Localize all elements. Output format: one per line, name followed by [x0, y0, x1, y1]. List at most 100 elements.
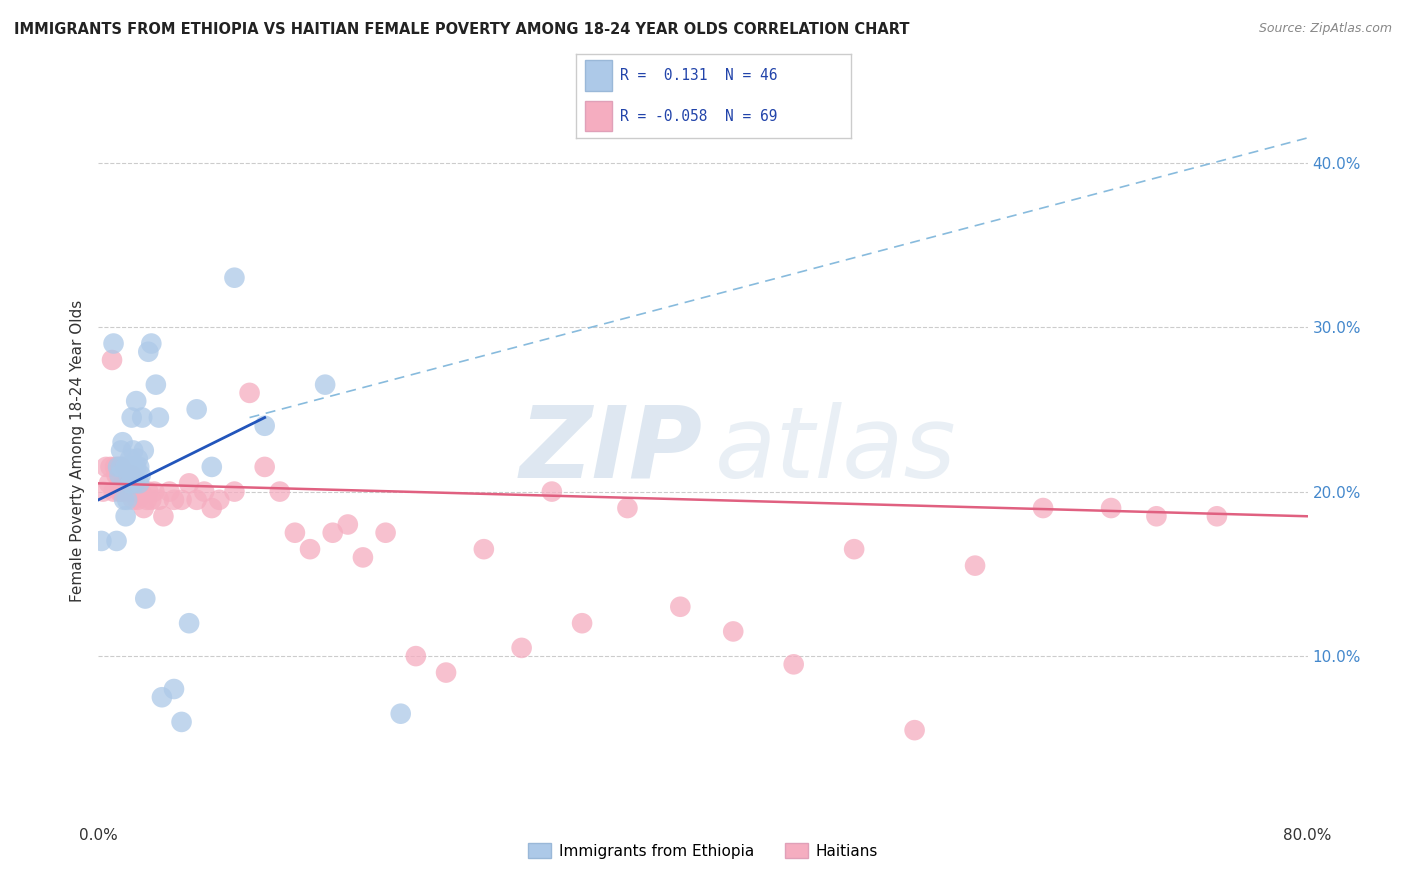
Point [122, 492, 145, 507]
Point [120, 451, 142, 466]
Point [125, 459, 148, 474]
Point [124, 476, 146, 491]
Point [163, 492, 186, 507]
Point [115, 459, 138, 474]
Point [152, 509, 174, 524]
Point [121, 410, 143, 425]
Point [112, 476, 135, 491]
Point [110, 459, 132, 474]
Text: R =  0.131  N = 46: R = 0.131 N = 46 [620, 68, 778, 83]
Point [115, 484, 138, 499]
Point [143, 484, 166, 499]
Bar [585, 101, 612, 131]
Point [128, 484, 150, 499]
Text: IMMIGRANTS FROM ETHIOPIA VS HAITIAN FEMALE POVERTY AMONG 18-24 YEAR OLDS CORRELA: IMMIGRANTS FROM ETHIOPIA VS HAITIAN FEMA… [14, 22, 910, 37]
Point [124, 484, 146, 499]
Point [111, 484, 134, 499]
Point [201, 459, 224, 474]
Point [112, 492, 135, 507]
Point [107, 459, 129, 474]
Point [1032, 501, 1054, 516]
Point [253, 418, 276, 433]
Point [669, 599, 692, 614]
Point [110, 443, 132, 458]
Point [723, 624, 745, 639]
Point [159, 484, 181, 499]
Point [131, 410, 153, 425]
Point [103, 484, 125, 499]
Point [122, 459, 145, 474]
Text: R = -0.058  N = 69: R = -0.058 N = 69 [620, 109, 778, 124]
Point [128, 459, 150, 474]
Point [136, 484, 159, 499]
Point [110, 459, 132, 474]
Point [571, 616, 593, 631]
Point [122, 443, 145, 458]
Point [965, 558, 987, 573]
Point [121, 484, 143, 499]
Point [201, 501, 224, 516]
Point [224, 270, 246, 285]
Point [540, 484, 562, 499]
Text: Source: ZipAtlas.com: Source: ZipAtlas.com [1258, 22, 1392, 36]
Point [91, 484, 114, 499]
Point [148, 410, 170, 425]
Point [120, 476, 142, 491]
Point [104, 459, 127, 474]
Point [193, 484, 215, 499]
Point [127, 451, 149, 466]
Point [141, 492, 163, 507]
Point [299, 542, 322, 557]
Point [284, 525, 307, 540]
Point [374, 525, 396, 540]
Point [101, 353, 124, 368]
Text: ZIP: ZIP [520, 402, 703, 499]
Point [1099, 501, 1122, 516]
Point [108, 476, 131, 491]
Point [132, 501, 155, 516]
Point [510, 640, 533, 655]
Point [114, 509, 136, 524]
Point [94, 459, 117, 474]
Point [114, 476, 136, 491]
Point [105, 533, 128, 548]
Y-axis label: Female Poverty Among 18-24 Year Olds: Female Poverty Among 18-24 Year Olds [69, 300, 84, 601]
Point [239, 385, 262, 400]
Point [141, 336, 163, 351]
Point [105, 468, 128, 483]
Point [118, 459, 141, 474]
Point [121, 468, 143, 483]
Point [224, 484, 246, 499]
Point [1144, 509, 1167, 524]
Point [844, 542, 866, 557]
Point [108, 468, 131, 483]
Point [98, 476, 121, 491]
Point [114, 459, 136, 474]
Text: atlas: atlas [716, 402, 956, 499]
Point [148, 492, 170, 507]
Point [136, 344, 159, 359]
Point [100, 459, 122, 474]
Point [208, 492, 231, 507]
Point [179, 616, 201, 631]
Point [314, 377, 336, 392]
Point [269, 484, 291, 499]
Point [150, 690, 173, 705]
Point [118, 476, 141, 491]
Point [405, 649, 427, 664]
Point [110, 484, 132, 499]
Point [170, 492, 193, 507]
Point [170, 714, 193, 729]
Point [128, 476, 150, 491]
Point [904, 723, 927, 738]
Point [322, 525, 344, 540]
Point [125, 394, 148, 409]
Point [118, 468, 141, 483]
Point [135, 492, 157, 507]
Point [179, 476, 201, 491]
Point [120, 484, 142, 499]
Point [129, 484, 152, 499]
Legend: Immigrants from Ethiopia, Haitians: Immigrants from Ethiopia, Haitians [522, 837, 884, 865]
Point [125, 484, 148, 499]
Point [107, 459, 129, 474]
